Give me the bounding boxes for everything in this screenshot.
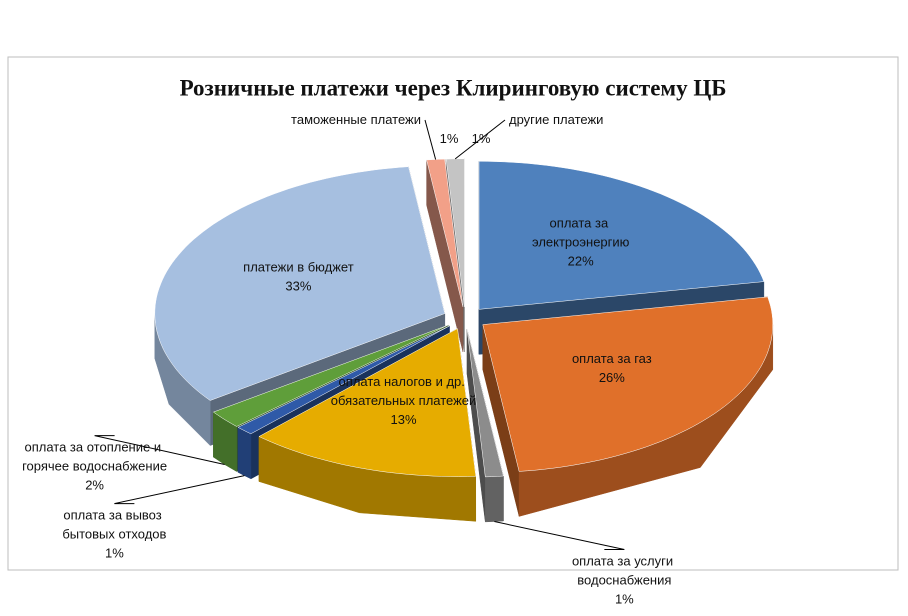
value-label: 1% xyxy=(440,131,459,146)
chart-title: Розничные платежи через Клиринговую сист… xyxy=(180,75,727,100)
value-label: 33% xyxy=(285,279,311,294)
value-label: 1% xyxy=(615,592,634,607)
value-label: 22% xyxy=(568,254,594,269)
value-label: 2% xyxy=(85,478,104,493)
value-label: 1% xyxy=(105,546,124,561)
slice xyxy=(258,328,477,477)
leader-line xyxy=(454,119,506,160)
slice-label: оплата за вывоз бытовых отходов xyxy=(62,508,166,542)
slice-label: оплата за электроэнергию xyxy=(532,216,630,250)
slice-label: оплата за отопление и горячее водоснабже… xyxy=(22,440,167,474)
slice xyxy=(154,166,446,401)
leader-line xyxy=(494,521,625,551)
leader-line xyxy=(424,119,437,160)
value-label: 26% xyxy=(599,370,625,385)
slice-label: платежи в бюджет xyxy=(243,260,354,275)
leader-line xyxy=(114,475,245,505)
slice-label: таможенные платежи xyxy=(291,112,421,127)
slice-label: другие платежи xyxy=(509,112,603,127)
slice xyxy=(482,296,774,472)
value-label: 13% xyxy=(391,412,417,427)
slice-label: оплата за газ xyxy=(572,351,652,366)
slice-label: оплата за услуги водоснабжения xyxy=(572,554,677,588)
slice xyxy=(212,324,449,427)
slice-side xyxy=(485,475,504,523)
slice-side xyxy=(237,426,252,480)
leader-line xyxy=(94,435,225,465)
slice xyxy=(237,325,450,435)
slice-label: оплата налогов и др. обязательных платеж… xyxy=(331,374,477,408)
slice xyxy=(466,329,504,478)
slice xyxy=(478,161,765,310)
